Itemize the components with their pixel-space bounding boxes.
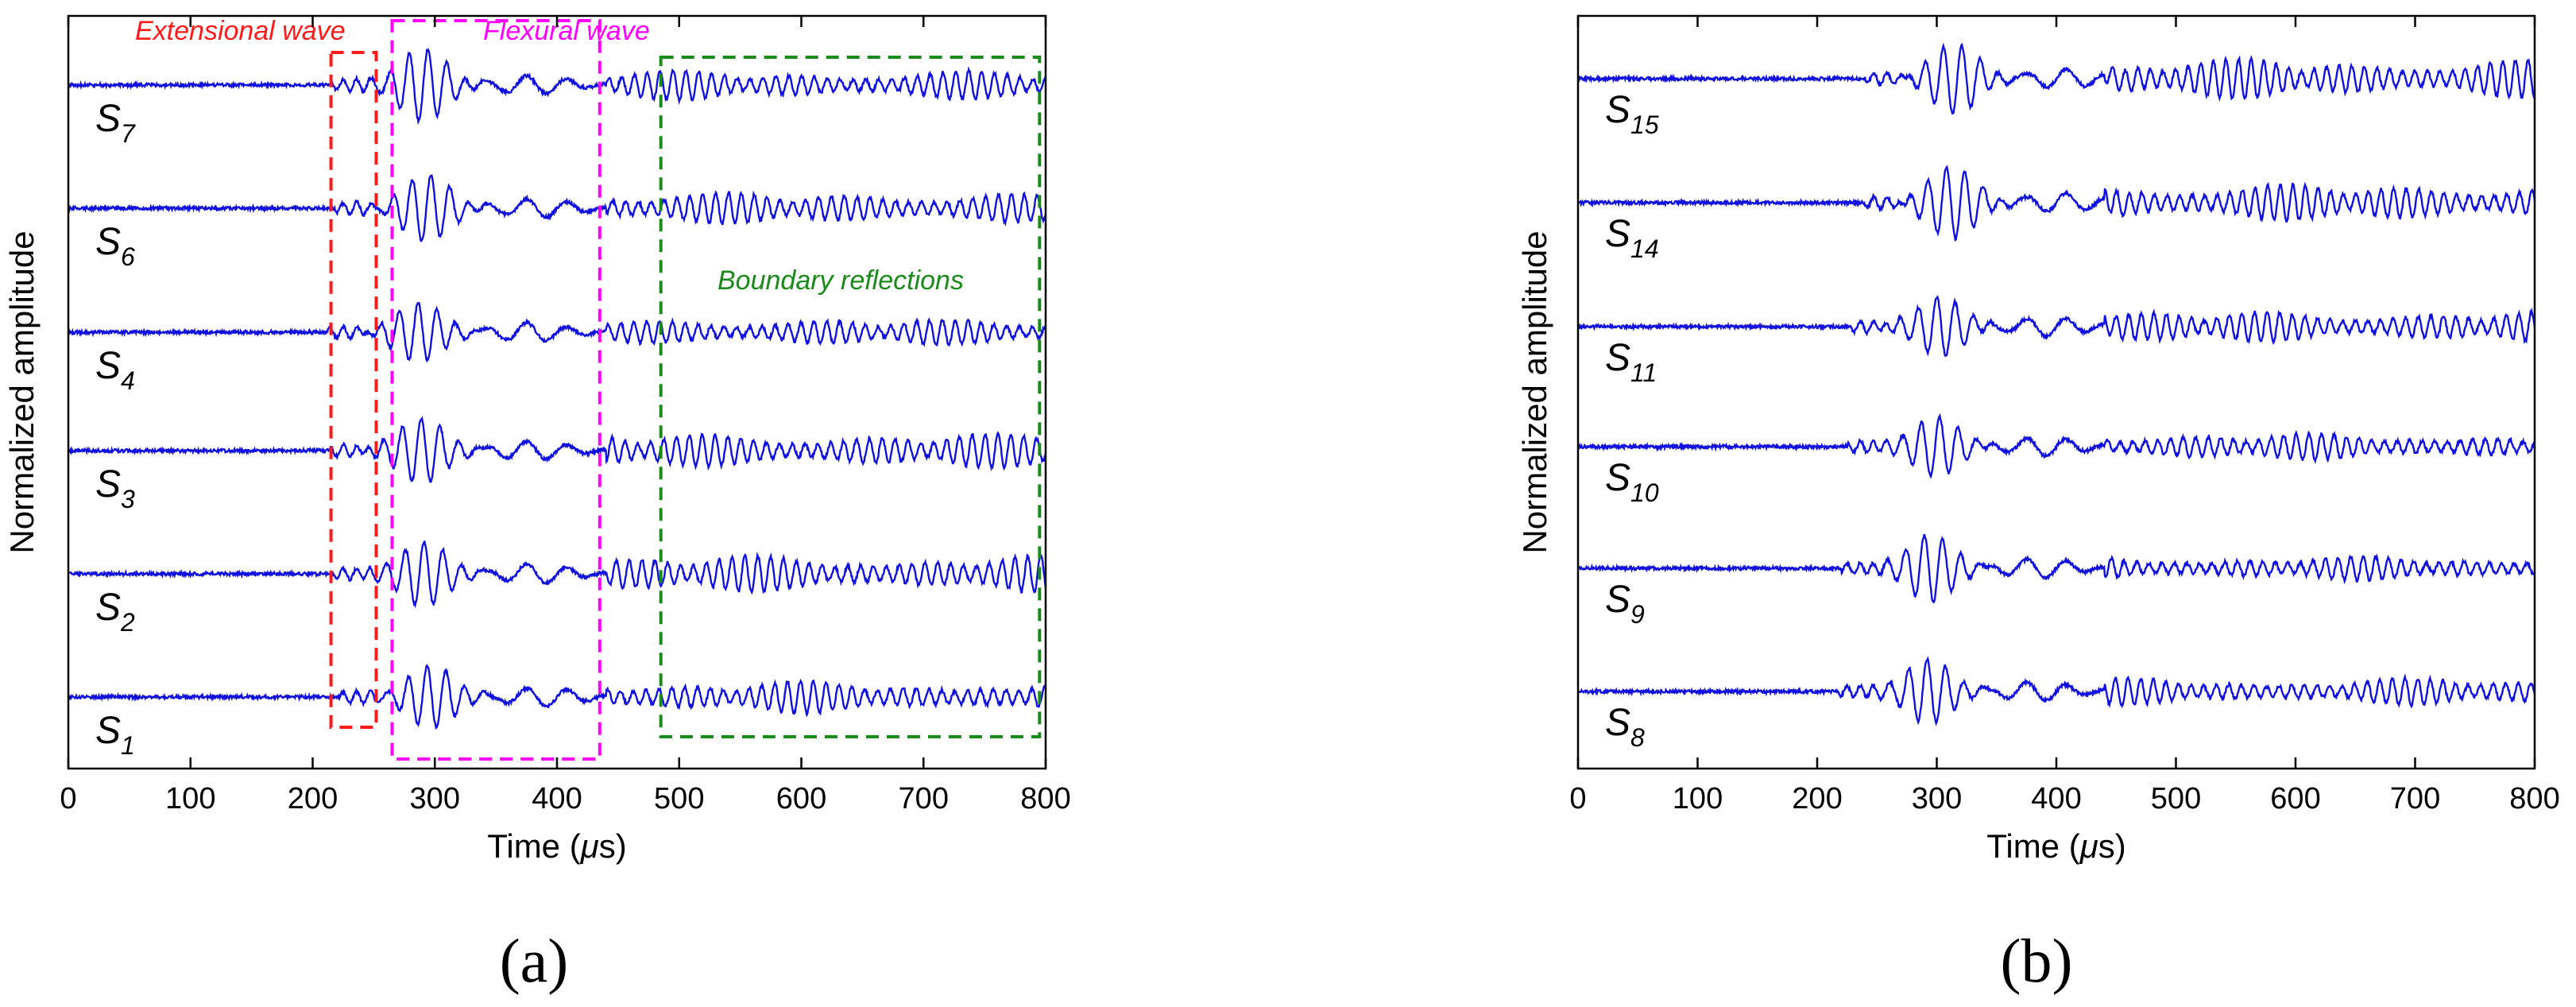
x-tick-label-800: 800 <box>2509 782 2559 815</box>
y-axis-label: Normalized amplitude <box>3 230 41 553</box>
signal-trace-s7 <box>68 48 1046 126</box>
annotation-label-0: Extensional wave <box>135 16 346 46</box>
axes-frame <box>67 14 1047 770</box>
x-tick-label-100: 100 <box>1673 782 1723 815</box>
annotation-box-0 <box>329 51 378 729</box>
signal-label-s10: S10 <box>1605 457 1659 507</box>
signal-label-s2: S2 <box>95 587 135 637</box>
x-tick-label-700: 700 <box>2390 782 2440 815</box>
x-tick-label-300: 300 <box>410 782 460 815</box>
panel-b: S15 S14 S11 S10 S9 S8 0 100 200 300 400 500 600 700 80… <box>1516 14 2560 995</box>
signal-trace-s2 <box>68 540 1047 609</box>
signal-label-s8: S8 <box>1605 702 1645 752</box>
signal-label-s15: S15 <box>1605 89 1659 139</box>
signal-label-s1: S1 <box>95 710 135 760</box>
x-tick-label-800: 800 <box>1020 782 1070 815</box>
panel-tag: (b) <box>2001 926 2073 995</box>
signal-trace-s4 <box>67 301 1046 363</box>
x-tick-label-0: 0 <box>60 782 76 815</box>
axes-frame <box>1576 14 2536 770</box>
signal-label-s11: S11 <box>1605 337 1657 387</box>
y-axis-label: Normalized amplitude <box>1516 230 1553 553</box>
annotation-box-2 <box>659 56 1042 738</box>
signal-trace-s6 <box>68 173 1047 242</box>
signal-label-s14: S14 <box>1605 213 1659 263</box>
x-tick-label-400: 400 <box>532 782 582 815</box>
signal-trace-s9 <box>1577 533 2535 604</box>
signal-trace-s11 <box>1577 295 2536 358</box>
x-tick-label-500: 500 <box>654 782 704 815</box>
signal-label-s4: S4 <box>95 345 135 395</box>
panel-tag: (a) <box>500 926 569 995</box>
signal-label-s7: S7 <box>95 98 136 148</box>
signal-trace-s14 <box>1577 165 2536 242</box>
x-tick-label-300: 300 <box>1912 782 1962 815</box>
signal-trace-s3 <box>67 416 1047 483</box>
x-tick-label-700: 700 <box>899 782 949 815</box>
signal-trace-s15 <box>1576 42 2535 115</box>
x-tick-label-600: 600 <box>776 782 826 815</box>
x-tick-label-400: 400 <box>2031 782 2081 815</box>
x-axis-label: Time (μs) <box>487 827 626 865</box>
annotation-label-1: Flexural wave <box>483 16 650 46</box>
x-tick-label-500: 500 <box>2151 782 2201 815</box>
x-tick-label-100: 100 <box>165 782 215 815</box>
signal-trace-s1 <box>68 664 1046 730</box>
x-tick-label-0: 0 <box>1569 782 1586 815</box>
signal-label-s3: S3 <box>95 463 135 513</box>
annotation-label-2: Boundary reflections <box>717 265 964 296</box>
x-tick-label-600: 600 <box>2270 782 2320 815</box>
signal-label-s9: S9 <box>1605 579 1645 629</box>
x-tick-label-200: 200 <box>288 782 338 815</box>
x-tick-label-200: 200 <box>1792 782 1842 815</box>
signal-trace-s8 <box>1576 656 2536 726</box>
panel-a: S7 S6 S4 S3 S2 S1 Extensional wave Flexural wav… <box>3 14 1071 995</box>
signal-trace-s10 <box>1577 412 2535 479</box>
annotation-box-1 <box>390 19 601 761</box>
x-axis-label: Time (μs) <box>1986 827 2125 865</box>
signal-label-s6: S6 <box>95 221 135 271</box>
